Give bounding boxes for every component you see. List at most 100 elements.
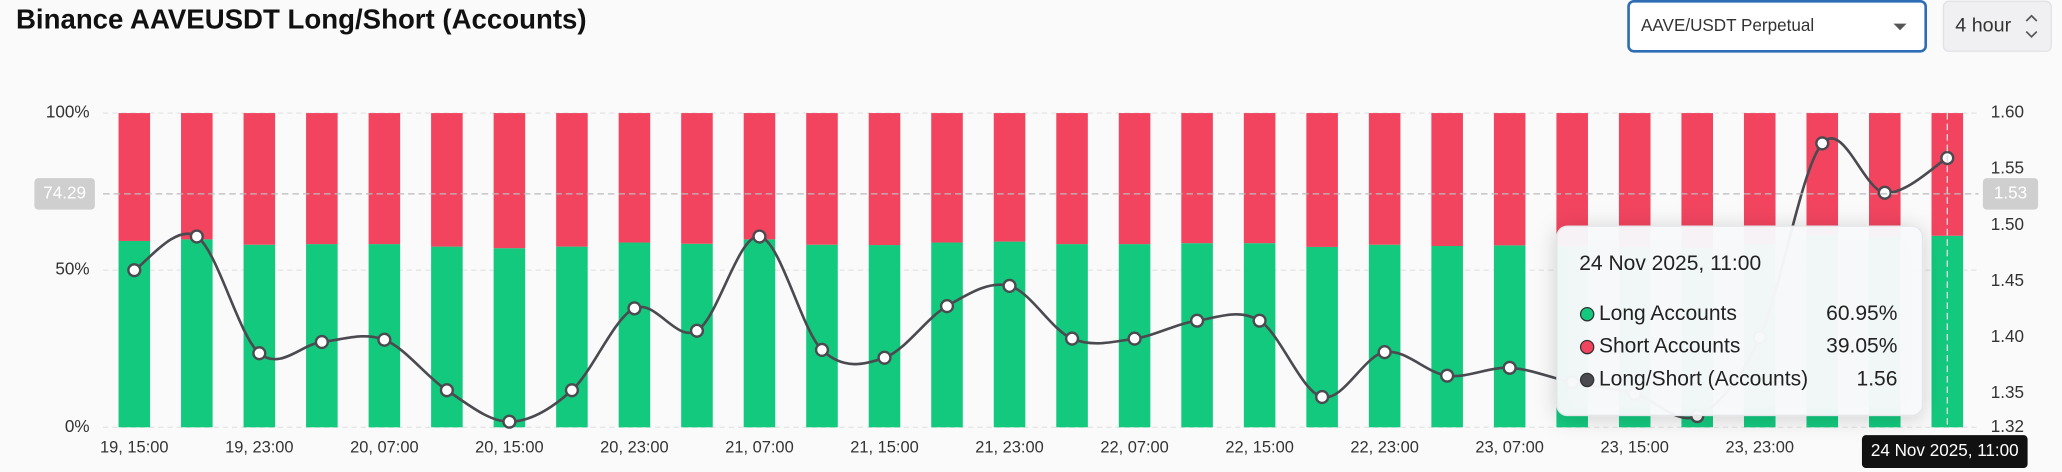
y2-tick-label: 1.40 [1991, 327, 2024, 346]
x-tick-label: 21, 15:00 [850, 439, 919, 457]
bar-segment [181, 239, 213, 428]
bar-segment [618, 113, 651, 243]
crosshair-y-label: 74.29 [43, 183, 86, 202]
y2-tick-label: 1.60 [1991, 103, 2024, 122]
x-tick-label: 22, 07:00 [1100, 439, 1169, 457]
y-tick-label: 50% [55, 260, 89, 279]
crosshair-x-label: 24 Nov 2025, 11:00 [1871, 441, 2019, 460]
ratio-point [939, 298, 955, 314]
bar-segment [1618, 113, 1651, 247]
bar-segment [1681, 113, 1714, 248]
y2-tick-label: 1.45 [1991, 271, 2024, 290]
chart-title: Binance AAVEUSDT Long/Short (Accounts) [16, 3, 587, 34]
bar-segment [493, 248, 526, 428]
crosshair-y2-label: 1.53 [1994, 183, 2027, 202]
ratio-point [1127, 331, 1142, 346]
tooltip-title: 24 Nov 2025, 11:00 [1579, 252, 1761, 275]
y2-tick-label: 1.32 [1991, 417, 2024, 436]
bar-segment [1181, 113, 1213, 244]
x-tick-label: 21, 23:00 [975, 439, 1044, 457]
x-tick-label: 22, 23:00 [1350, 439, 1419, 457]
ratio-point [564, 383, 580, 398]
x-tick-label: 22, 15:00 [1225, 439, 1294, 457]
x-tick-label: 20, 23:00 [600, 439, 669, 457]
bar-segment [118, 113, 151, 241]
bar-segment [1931, 113, 1964, 236]
x-tick-label: 23, 23:00 [1725, 439, 1793, 457]
y2-tick-label: 1.50 [1991, 215, 2024, 234]
bar-segment [1118, 113, 1151, 245]
bar-segment [681, 113, 713, 244]
x-tick-label: 20, 15:00 [475, 439, 544, 457]
market-select[interactable] [1627, 0, 1928, 53]
ratio-point [689, 323, 705, 338]
crosshair-y2-box [1982, 178, 2039, 210]
x-tick-label: 19, 23:00 [225, 439, 293, 457]
bar-segment [1431, 245, 1463, 428]
tooltip-box [1556, 225, 1924, 417]
bar-segment [431, 246, 463, 428]
ratio-point [1064, 331, 1080, 346]
bar-segment [868, 245, 901, 428]
bar-segment [181, 113, 213, 240]
market-select-label: AAVE/USDT Perpetual [1641, 16, 1814, 35]
tooltip-value: 1.56 [1857, 368, 1898, 391]
x-tick-label: 23, 07:00 [1475, 439, 1543, 457]
ratio-line [133, 137, 1948, 424]
bar-segment [1493, 245, 1526, 428]
ratio-point [1502, 360, 1517, 375]
bar-segment [1556, 113, 1588, 247]
crosshair-y-box [34, 178, 95, 210]
bar-segment [1306, 113, 1338, 247]
interval-select[interactable] [1942, 0, 2052, 52]
ratio-point [814, 342, 830, 357]
tooltip-dot [1579, 306, 1595, 322]
interval-arrows [2025, 14, 2038, 39]
tooltip-name: Long Accounts [1599, 302, 1737, 325]
ratio-point [752, 229, 767, 244]
y-tick-label: 100% [46, 103, 90, 122]
tooltip-dot [1579, 372, 1595, 388]
bar-segment [868, 113, 901, 246]
bar-segment [931, 113, 963, 243]
tooltip-dot [1579, 339, 1595, 355]
ratio-point [314, 334, 329, 350]
bar-segment [368, 113, 401, 245]
bar-segment [1368, 244, 1401, 428]
bar-segment [743, 239, 776, 428]
bar-segment [306, 113, 338, 245]
bar-segment [431, 113, 463, 247]
bar-segment [1243, 243, 1276, 428]
bar-segment [1931, 235, 1964, 428]
x-tick-label: 21, 07:00 [725, 439, 794, 457]
bar-segment [1368, 113, 1401, 245]
interval-select-label: 4 hour [1955, 14, 2011, 36]
ratio-point [1315, 389, 1330, 405]
ratio-point [1877, 185, 1892, 200]
tooltip-name: Short Accounts [1599, 335, 1740, 358]
bar-segment [931, 242, 963, 428]
bar-segment [1743, 113, 1776, 245]
x-tick-label: 20, 07:00 [350, 439, 419, 457]
ratio-point [189, 229, 204, 244]
bar-segment [993, 241, 1026, 428]
ratio-point [1252, 313, 1267, 328]
bar-segment [993, 113, 1026, 242]
x-tick-label: 23, 15:00 [1600, 439, 1668, 457]
bar-segment [1868, 113, 1901, 238]
bar-segment [1181, 243, 1213, 428]
ratio-point [439, 383, 454, 398]
bar-segment [243, 244, 276, 428]
ratio-point [1189, 313, 1205, 328]
bar-segment [1056, 113, 1088, 245]
bar-segment [618, 242, 651, 428]
bar-segment [1806, 113, 1839, 236]
ratio-point [502, 414, 517, 429]
bar-segment [806, 113, 838, 245]
crosshair-x-box [1861, 435, 2028, 469]
bar-segment [743, 113, 776, 240]
ratio-point [1815, 136, 1830, 151]
ratio-point [252, 346, 267, 361]
ratio-point [1377, 345, 1392, 360]
